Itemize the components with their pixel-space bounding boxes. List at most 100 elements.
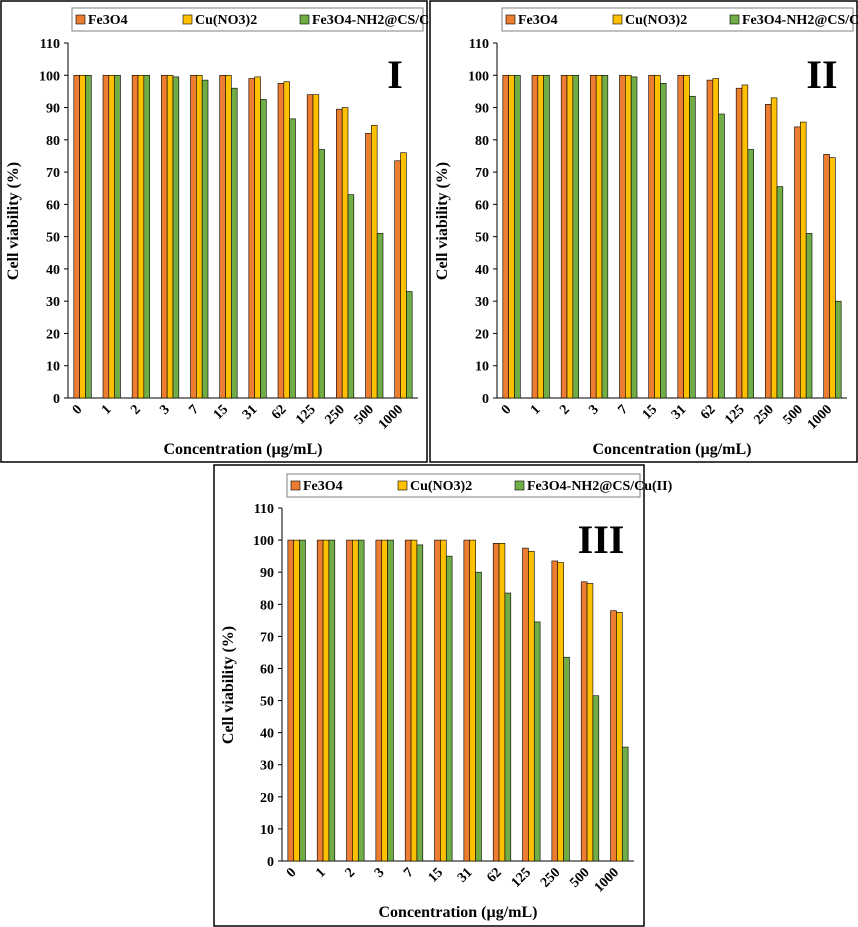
bar-Fe3O4-7 [404, 539, 412, 862]
y-tick-label: 40 [475, 263, 489, 278]
bar-Fe3O4-1000 [610, 610, 617, 862]
bar-Fe3O4-125 [522, 547, 529, 862]
bar-Cu(NO3)2-7 [625, 74, 632, 399]
bar-Fe3O4-NH2@CS/Cu(II)-125 [318, 149, 325, 399]
legend-label: Fe3O4 [303, 479, 343, 494]
bar-Cu(NO3)2-62 [712, 78, 719, 399]
chart-panel-II: Fe3O4 Cu(NO3)2 Fe3O4-NH2@CS/Cu(II) 0 10 20 30 4… [429, 0, 858, 463]
bar-Cu(NO3)2-125 [312, 94, 320, 399]
bar-Cu(NO3)2-31 [683, 74, 690, 399]
bar-Fe3O4-62 [277, 83, 285, 399]
legend-swatch [75, 14, 86, 25]
bar-Fe3O4-NH2@CS/Cu(II)-3 [387, 539, 394, 862]
bar-Fe3O4-125 [735, 87, 743, 399]
bar-Fe3O4-NH2@CS/Cu(II)-3 [601, 74, 609, 399]
bar-Fe3O4-15 [648, 74, 655, 399]
bar-Fe3O4-250 [336, 108, 343, 399]
bar-Cu(NO3)2-250 [770, 97, 778, 399]
y-axis-title: Cell viability (%) [5, 162, 22, 280]
bar-Fe3O4-1 [102, 74, 110, 399]
panel-label: I [387, 52, 403, 97]
bar-Fe3O4-500 [794, 126, 801, 399]
y-tick-label: 0 [482, 392, 489, 407]
bar-Cu(NO3)2-0 [508, 74, 515, 399]
bar-Cu(NO3)2-1 [537, 74, 544, 399]
bar-Cu(NO3)2-7 [196, 74, 203, 399]
bar-Cu(NO3)2-125 [741, 84, 749, 399]
bar-Fe3O4-NH2@CS/Cu(II)-31 [689, 95, 696, 399]
bar-Fe3O4-31 [677, 74, 684, 399]
y-tick-label: 0 [267, 855, 274, 870]
y-tick-label: 110 [254, 502, 274, 517]
bar-Fe3O4-250 [765, 104, 772, 399]
bar-Fe3O4-NH2@CS/Cu(II)-62 [289, 118, 296, 399]
bar-Fe3O4-0 [73, 74, 80, 399]
bar-Fe3O4-NH2@CS/Cu(II)-0 [299, 539, 306, 862]
y-tick-label: 60 [260, 662, 274, 677]
bar-Cu(NO3)2-3 [381, 539, 388, 862]
bar-Cu(NO3)2-0 [79, 74, 86, 399]
bar-Fe3O4-NH2@CS/Cu(II)-500 [376, 233, 384, 399]
y-tick-label: 80 [475, 134, 489, 149]
bar-Fe3O4-NH2@CS/Cu(II)-1 [114, 74, 121, 399]
y-tick-label: 50 [46, 231, 60, 246]
chart-panel-I: Fe3O4 Cu(NO3)2 Fe3O4-NH2@CS/Cu(II) 0 10 20 30 4… [0, 0, 458, 463]
x-axis-title: Concentration (µg/mL) [379, 904, 538, 921]
x-axis-title: Concentration (µg/mL) [593, 441, 752, 458]
y-tick-label: 10 [260, 823, 274, 838]
bar-Fe3O4-NH2@CS/Cu(II)-7 [416, 544, 424, 862]
y-tick-label: 100 [39, 69, 60, 84]
bar-Fe3O4-500 [365, 133, 372, 399]
panel-frame [213, 464, 645, 927]
bar-Fe3O4-NH2@CS/Cu(II)-500 [805, 233, 813, 399]
legend: Fe3O4 Cu(NO3)2 Fe3O4-NH2@CS/Cu(II) [286, 473, 673, 498]
y-tick-label: 70 [475, 166, 489, 181]
bar-Fe3O4-NH2@CS/Cu(II)-1000 [835, 300, 842, 399]
bar-Cu(NO3)2-31 [254, 76, 261, 399]
bar-Fe3O4-2 [346, 539, 353, 862]
bar-Cu(NO3)2-3 [166, 74, 174, 399]
bar-Fe3O4-NH2@CS/Cu(II)-0 [514, 74, 521, 399]
y-tick-label: 70 [260, 630, 274, 645]
bar-Fe3O4-NH2@CS/Cu(II)-62 [504, 592, 512, 862]
legend: Fe3O4 Cu(NO3)2 Fe3O4-NH2@CS/Cu(II) [71, 7, 458, 32]
bar-Cu(NO3)2-500 [371, 124, 378, 399]
y-tick-label: 10 [46, 360, 60, 375]
bar-Cu(NO3)2-2 [566, 74, 574, 399]
bar-Fe3O4-1 [316, 539, 324, 862]
legend-swatch [505, 14, 516, 25]
bar-Cu(NO3)2-31 [469, 539, 476, 862]
y-tick-label: 110 [40, 37, 60, 52]
bar-Fe3O4-NH2@CS/Cu(II)-2 [572, 74, 579, 399]
bar-Cu(NO3)2-2 [352, 539, 359, 862]
bar-Fe3O4-NH2@CS/Cu(II)-7 [630, 76, 638, 399]
bar-Fe3O4-NH2@CS/Cu(II)-7 [201, 79, 209, 399]
bar-Cu(NO3)2-1000 [400, 152, 407, 399]
bar-Fe3O4-NH2@CS/Cu(II)-1 [543, 74, 550, 399]
y-tick-label: 60 [46, 198, 60, 213]
bar-Fe3O4-0 [502, 74, 509, 399]
y-tick-label: 60 [475, 198, 489, 213]
bar-Fe3O4-2 [131, 74, 139, 399]
bar-Cu(NO3)2-15 [440, 539, 447, 862]
legend-label: Fe3O4-NH2@CS/Cu(II) [527, 479, 673, 494]
bar-Fe3O4-NH2@CS/Cu(II)-125 [747, 149, 754, 399]
legend-swatch [397, 480, 408, 491]
y-axis-title: Cell viability (%) [434, 162, 451, 280]
legend-label: Fe3O4 [518, 13, 558, 28]
legend-label: Fe3O4 [88, 13, 128, 28]
y-tick-label: 100 [253, 534, 274, 549]
y-tick-label: 40 [46, 263, 60, 278]
bar-Cu(NO3)2-1 [108, 74, 115, 399]
bar-Fe3O4-NH2@CS/Cu(II)-31 [475, 571, 482, 862]
legend-swatch [729, 14, 740, 25]
bar-Fe3O4-62 [706, 79, 714, 399]
y-tick-label: 20 [260, 791, 274, 806]
legend-box [286, 473, 641, 498]
bar-Fe3O4-NH2@CS/Cu(II)-250 [776, 186, 784, 399]
y-tick-label: 20 [475, 327, 489, 342]
legend-box [71, 7, 424, 32]
bar-Fe3O4-NH2@CS/Cu(II)-62 [718, 113, 725, 399]
legend-swatch [612, 14, 623, 25]
bar-Cu(NO3)2-500 [586, 583, 594, 862]
